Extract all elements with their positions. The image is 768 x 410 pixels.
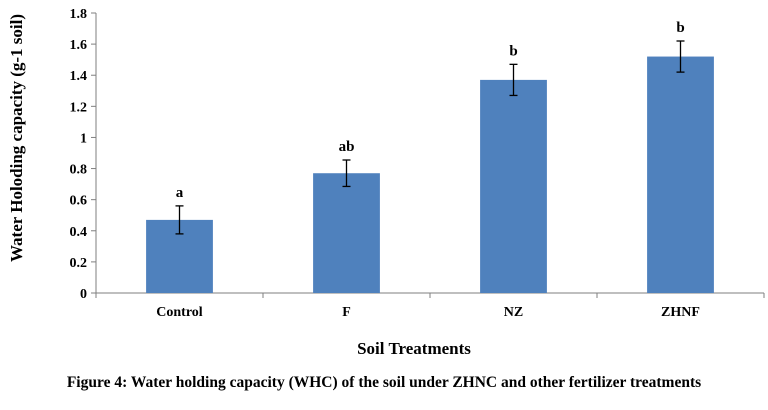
y-tick-label: 1.8 [70,7,88,22]
bar [313,173,380,293]
bar [647,56,714,293]
bar-chart: 0 0.2 0.4 0.6 0.8 1 1.2 1.4 1.6 1.8 Control F NZ ZHN… [7,7,765,358]
x-axis-title: Soil Treatments [357,339,471,358]
significance-label: b [676,20,684,36]
bars: a ab b b [146,20,714,293]
y-tick-label: 1.4 [70,69,88,84]
y-tick-label: 0.6 [70,194,88,209]
significance-label: a [176,185,184,201]
significance-label: b [509,43,517,59]
bar [480,79,547,293]
y-tick-label: 0.4 [70,225,88,240]
x-tick-label: NZ [504,305,523,320]
y-axis-title: Water Holoding capacity (g-1 soil) [7,14,26,262]
x-axis: Control F NZ ZHNF [95,292,765,320]
y-tick-label: 0.8 [70,163,88,178]
y-tick-label: 1.6 [70,38,88,53]
x-tick-label: Control [156,305,203,320]
figure-caption: Figure 4: Water holding capacity (WHC) o… [66,374,702,391]
y-tick-label: 0 [80,287,87,302]
significance-label: ab [339,139,355,155]
x-tick-label: F [342,305,351,320]
y-tick-label: 0.2 [70,256,88,271]
y-axis: 0 0.2 0.4 0.6 0.8 1 1.2 1.4 1.6 1.8 [70,7,97,302]
y-tick-label: 1 [80,131,87,146]
y-tick-label: 1.2 [70,100,88,115]
x-tick-label: ZHNF [661,305,700,320]
